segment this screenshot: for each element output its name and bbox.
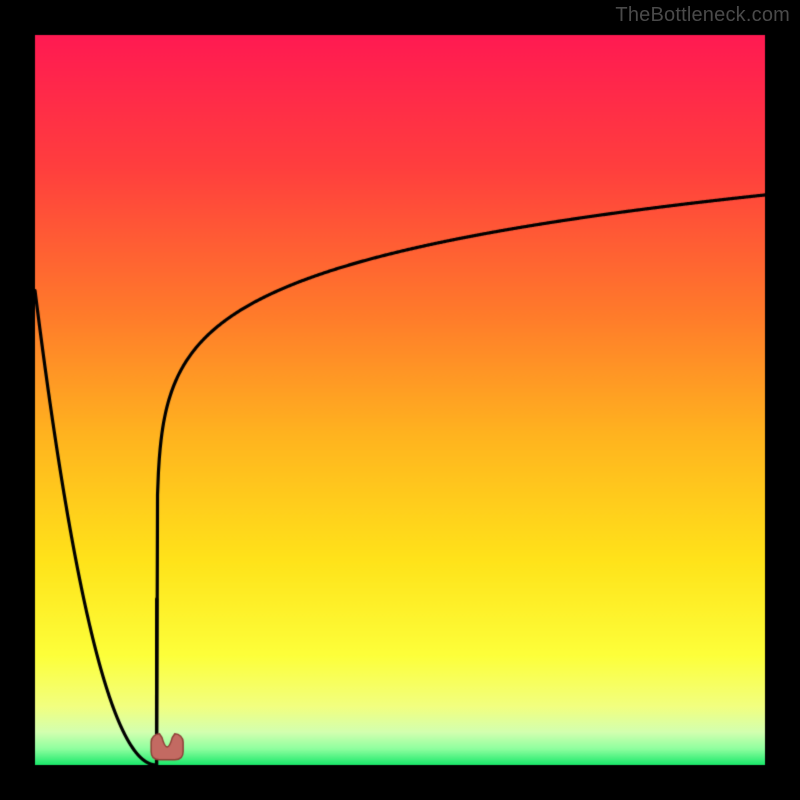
bottleneck-chart [0, 0, 800, 800]
watermark-label: TheBottleneck.com [615, 4, 790, 27]
